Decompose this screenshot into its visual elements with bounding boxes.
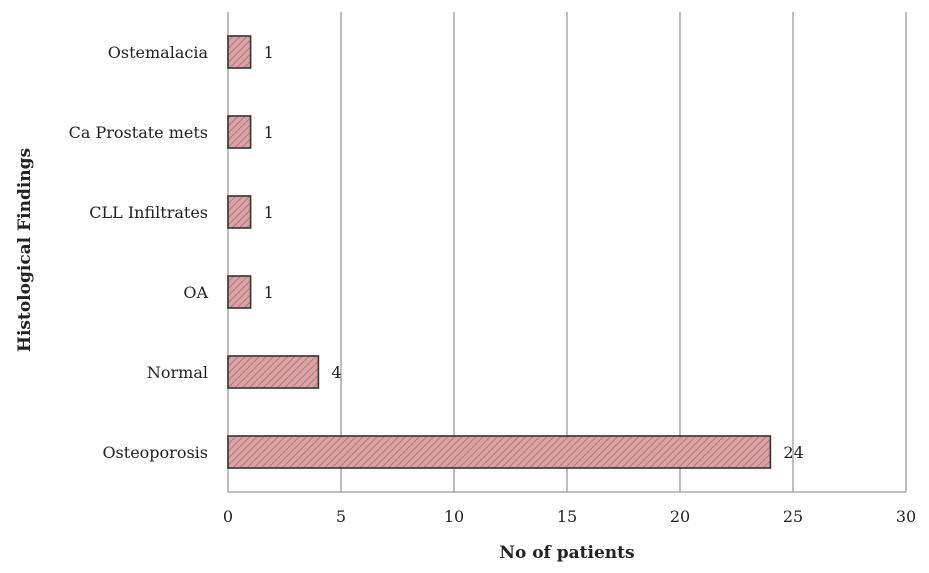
- data-label-3: 1: [264, 283, 274, 302]
- grid-layer: [227, 12, 907, 493]
- bar-2: [227, 195, 252, 229]
- x-tick-label-2: 10: [444, 507, 464, 526]
- x-tick-label-0: 0: [223, 507, 233, 526]
- category-label-1: Ca Prostate mets: [69, 123, 208, 142]
- bar-5: [227, 435, 772, 469]
- bar-3: [227, 275, 252, 309]
- data-label-5: 24: [783, 443, 803, 462]
- category-label-4: Normal: [147, 363, 208, 382]
- category-label-0: Ostemalacia: [108, 43, 209, 62]
- x-tick-label-3: 15: [557, 507, 577, 526]
- y-axis-title: Histological Findings: [15, 148, 35, 352]
- category-label-5: Osteoporosis: [102, 443, 208, 462]
- labels-layer: 0 5 10 15 20 25 30 Ostemalacia 1 Ca Prostate mets…: [69, 43, 917, 526]
- bar-1: [227, 115, 252, 149]
- x-tick-label-5: 25: [783, 507, 803, 526]
- bar-0: [227, 35, 252, 69]
- category-label-3: OA: [183, 283, 208, 302]
- x-tick-label-6: 30: [896, 507, 916, 526]
- bars-layer: [227, 35, 772, 469]
- bar-4: [227, 355, 320, 389]
- data-label-0: 1: [264, 43, 274, 62]
- data-label-1: 1: [264, 123, 274, 142]
- x-tick-label-4: 20: [670, 507, 690, 526]
- x-axis-title: No of patients: [499, 543, 634, 563]
- data-label-4: 4: [331, 363, 341, 382]
- category-label-2: CLL Infiltrates: [89, 203, 208, 222]
- data-label-2: 1: [264, 203, 274, 222]
- x-tick-label-1: 5: [336, 507, 346, 526]
